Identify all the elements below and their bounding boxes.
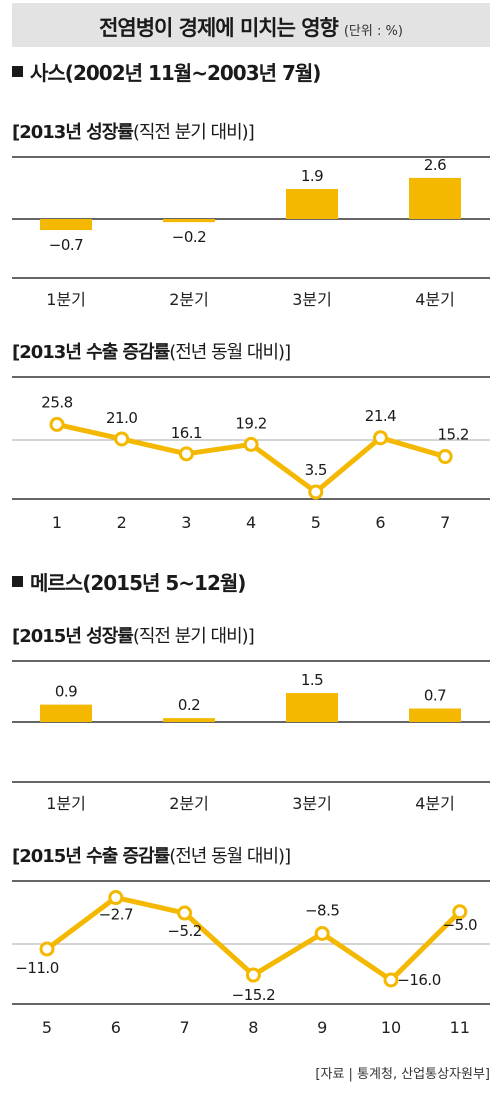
data-point — [314, 926, 330, 941]
chart-title-main: [2015년 수출 증감률 — [12, 846, 170, 867]
data-point — [39, 941, 55, 957]
bar-value-label: −0.7 — [49, 236, 83, 254]
bar-value-label: 0.7 — [424, 686, 446, 704]
section-bullet-icon — [12, 576, 23, 587]
x-tick-label: 1분기 — [46, 794, 86, 813]
x-tick-label: 3분기 — [292, 794, 332, 813]
bar-value-label: 0.2 — [178, 696, 200, 714]
x-tick-label: 5 — [311, 513, 321, 532]
chart-title-2013-export: [2013년 수출 증감률(전년 동월 대비)] — [12, 342, 290, 363]
chart-title-2015-growth: [2015년 성장률(직전 분기 대비)] — [12, 626, 254, 647]
bar-value-label: 1.9 — [301, 167, 323, 185]
bar-4분기 — [409, 177, 461, 219]
x-tick-label: 4분기 — [415, 794, 455, 813]
x-tick-label: 1분기 — [46, 290, 86, 309]
point-value-label: −5.2 — [167, 922, 201, 940]
data-point — [49, 416, 65, 432]
title-main: 전염병이 경제에 미치는 영향 — [99, 16, 339, 40]
data-point — [114, 431, 130, 447]
x-tick-label: 4 — [246, 513, 256, 532]
chart-title-main: [2015년 성장률 — [12, 626, 133, 647]
x-tick-label: 1 — [52, 513, 62, 532]
data-point — [383, 972, 399, 988]
x-tick-label: 5 — [42, 1018, 52, 1037]
bar-chart-2015-growth: 0.9 1분기 0.2 2분기 1.5 3분기 0.7 4분기 — [12, 660, 490, 813]
bar-3분기 — [286, 693, 338, 722]
point-value-label: −11.0 — [15, 959, 58, 977]
chart-title-main: [2013년 수출 증감률 — [12, 342, 170, 363]
data-point — [178, 446, 194, 462]
x-tick-label: 3 — [181, 513, 191, 532]
bar-3분기 — [286, 188, 338, 219]
point-value-label: −2.7 — [99, 906, 133, 924]
line-chart-2013-export: 25.8 1 21.0 2 16.1 3 19.2 4 3.5 5 21.4 6 15.2 7 — [12, 376, 490, 532]
point-value-label: 19.2 — [235, 414, 266, 432]
chart-title-2013-growth: [2013년 성장률(직전 분기 대비)] — [12, 122, 254, 143]
point-value-label: 21.4 — [365, 407, 396, 425]
bar-value-label: −0.2 — [172, 228, 206, 246]
x-tick-label: 10 — [381, 1018, 401, 1037]
point-value-label: −5.0 — [443, 916, 477, 934]
x-tick-label: 11 — [450, 1018, 470, 1037]
title-unit: (단위 : %) — [343, 24, 403, 39]
bar-2분기 — [163, 219, 215, 223]
section-heading-mers: 메르스(2015년 5~12월) — [30, 571, 245, 595]
bar-1분기 — [40, 219, 92, 231]
chart-title-main: [2013년 성장률 — [12, 122, 133, 143]
chart-title-paren: (전년 동월 대비)] — [169, 342, 290, 363]
x-tick-label: 2분기 — [169, 290, 209, 309]
x-tick-label: 4분기 — [415, 290, 455, 309]
x-tick-label: 7 — [180, 1018, 190, 1037]
bar-value-label: 1.5 — [301, 671, 323, 689]
bar-1분기 — [40, 704, 92, 722]
x-tick-label: 6 — [375, 513, 385, 532]
bar-2분기 — [163, 718, 215, 722]
data-point — [452, 904, 468, 920]
data-point — [437, 449, 453, 465]
x-tick-label: 3분기 — [292, 290, 332, 309]
bar-value-label: 0.9 — [55, 683, 77, 701]
x-tick-label: 2분기 — [169, 794, 209, 813]
bar-chart-2013-growth: −0.7 1분기 −0.2 2분기 1.9 3분기 2.6 4분기 — [12, 156, 490, 309]
point-value-label: −8.5 — [305, 902, 339, 920]
point-value-label: −15.2 — [232, 986, 275, 1004]
data-point — [108, 890, 124, 906]
chart-title-paren: (전년 동월 대비)] — [169, 846, 290, 867]
line-chart-2015-export: −11.0 5 −2.7 6 −5.2 7 −15.2 8 −8.5 9 −16.0 10 −5.0 11 — [12, 880, 490, 1037]
point-value-label: 21.0 — [106, 409, 137, 427]
x-tick-label: 2 — [117, 513, 127, 532]
data-point — [245, 967, 261, 983]
x-tick-label: 8 — [248, 1018, 258, 1037]
section-bullet-icon — [12, 66, 23, 77]
point-value-label: 16.1 — [171, 424, 202, 442]
bar-4분기 — [409, 708, 461, 722]
title-bar: 전염병이 경제에 미치는 영향 (단위 : %) — [12, 3, 490, 47]
chart-title-2015-export: [2015년 수출 증감률(전년 동월 대비)] — [12, 846, 290, 867]
chart-title-paren: (직전 분기 대비)] — [133, 626, 254, 647]
x-tick-label: 9 — [317, 1018, 327, 1037]
data-point — [308, 484, 324, 500]
point-value-label: 25.8 — [41, 393, 72, 411]
x-tick-label: 7 — [440, 513, 450, 532]
page-title: 전염병이 경제에 미치는 영향 (단위 : %) — [12, 12, 490, 42]
x-tick-label: 6 — [111, 1018, 121, 1037]
bar-value-label: 2.6 — [424, 156, 446, 174]
point-value-label: 3.5 — [305, 461, 327, 479]
data-point — [373, 430, 388, 446]
source-note: [자료 | 통계청, 산업통상자원부] — [315, 1067, 490, 1082]
chart-title-paren: (직전 분기 대비)] — [133, 122, 254, 143]
data-point — [177, 905, 193, 921]
section-heading-sars: 사스(2002년 11월~2003년 7월) — [30, 61, 320, 85]
point-value-label: −16.0 — [397, 971, 440, 989]
point-value-label: 15.2 — [437, 426, 468, 444]
data-point — [243, 436, 259, 452]
